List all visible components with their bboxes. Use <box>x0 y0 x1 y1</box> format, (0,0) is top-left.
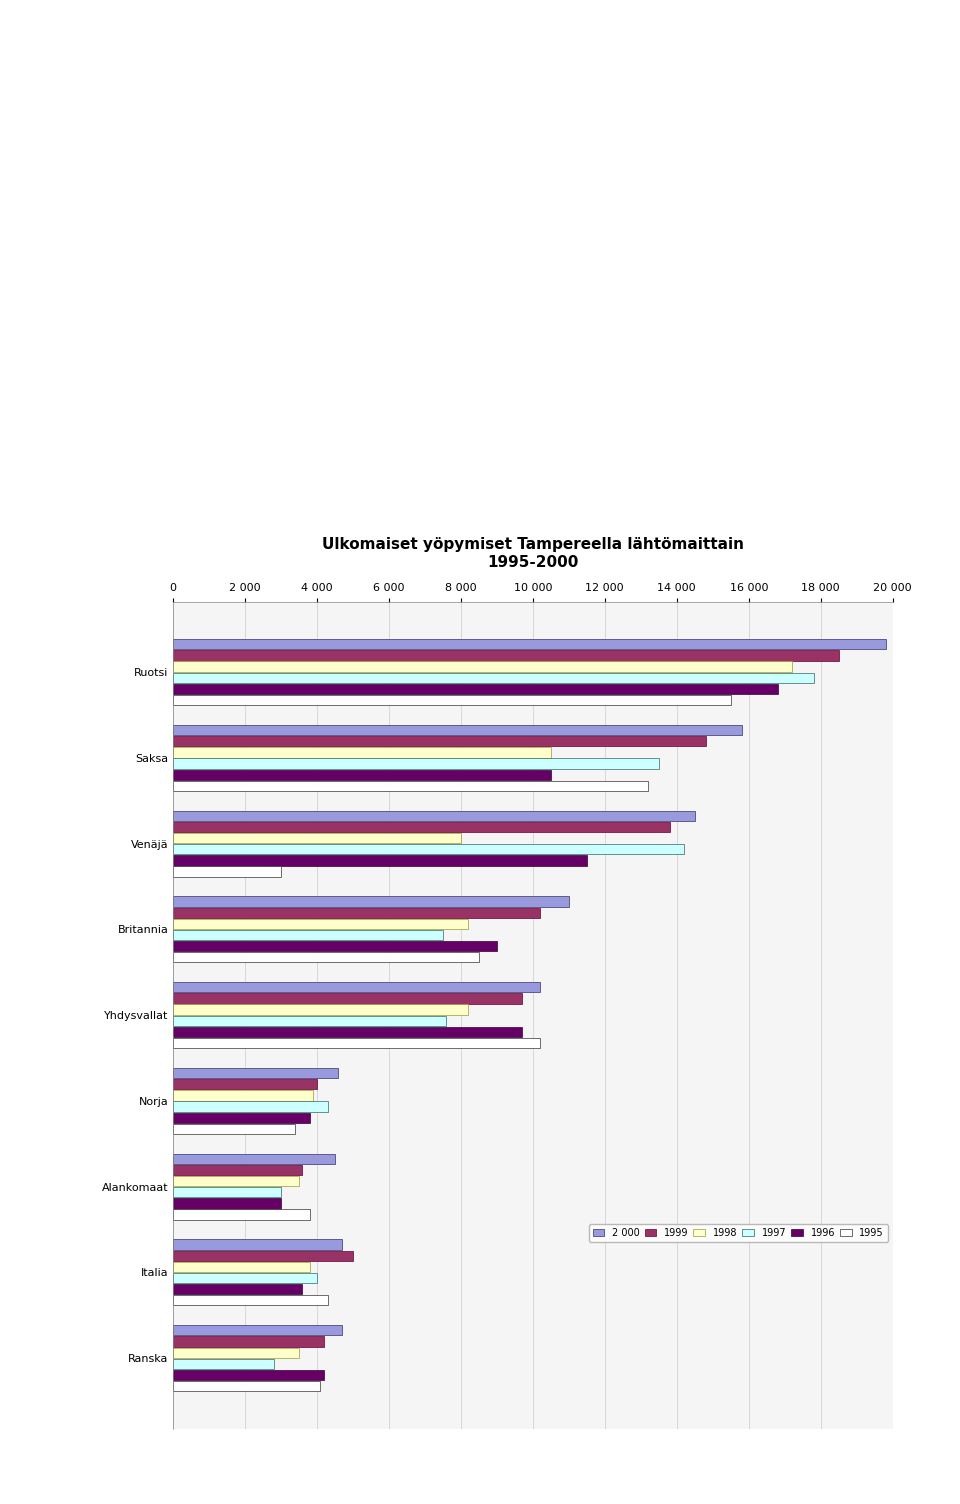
Bar <box>173 907 540 917</box>
Title: Ulkomaiset yöpymiset Tampereella lähtömaittain
1995-2000: Ulkomaiset yöpymiset Tampereella lähtöma… <box>322 537 744 570</box>
Bar <box>173 1015 446 1026</box>
Bar <box>173 1090 313 1101</box>
Bar <box>173 695 731 705</box>
Bar <box>173 1199 280 1209</box>
Bar <box>173 639 885 650</box>
Bar <box>173 1337 324 1346</box>
Bar <box>173 1068 338 1078</box>
Bar <box>173 650 839 660</box>
Bar <box>173 866 280 877</box>
Bar <box>173 896 568 907</box>
Bar <box>173 1262 309 1272</box>
Bar <box>173 684 778 693</box>
Bar <box>173 1272 317 1283</box>
Bar <box>173 1038 540 1048</box>
Bar <box>173 1005 468 1015</box>
Bar <box>173 919 468 929</box>
Bar <box>173 1078 317 1089</box>
Bar <box>173 1027 522 1038</box>
Bar <box>173 770 551 779</box>
Bar <box>173 856 587 865</box>
Bar <box>173 844 684 854</box>
Bar <box>173 929 443 940</box>
Bar <box>173 1113 309 1123</box>
Bar <box>173 781 648 791</box>
Bar <box>173 993 522 1003</box>
Bar <box>173 1209 309 1220</box>
Bar <box>173 735 706 746</box>
Bar <box>173 942 497 952</box>
Bar <box>173 1239 342 1250</box>
Bar <box>173 1348 299 1358</box>
Bar <box>173 952 479 963</box>
Bar <box>173 662 792 672</box>
Bar <box>173 1187 280 1197</box>
Bar <box>173 672 814 683</box>
Bar <box>173 1284 302 1295</box>
Bar <box>173 833 461 844</box>
Bar <box>173 1101 327 1111</box>
Bar <box>173 1251 353 1260</box>
Bar <box>173 1358 274 1369</box>
Bar <box>173 1295 327 1305</box>
Bar <box>173 747 551 758</box>
Bar <box>173 758 659 769</box>
Bar <box>173 821 670 832</box>
Bar <box>173 811 695 821</box>
Bar <box>173 1176 299 1187</box>
Bar <box>173 982 540 993</box>
Bar <box>173 1325 342 1336</box>
Bar <box>173 725 741 735</box>
Bar <box>173 1166 302 1175</box>
Bar <box>173 1123 296 1134</box>
Bar <box>173 1370 324 1381</box>
Bar <box>173 1381 321 1391</box>
Legend: 2 000, 1999, 1998, 1997, 1996, 1995: 2 000, 1999, 1998, 1997, 1996, 1995 <box>588 1224 888 1242</box>
Bar <box>173 1154 335 1164</box>
